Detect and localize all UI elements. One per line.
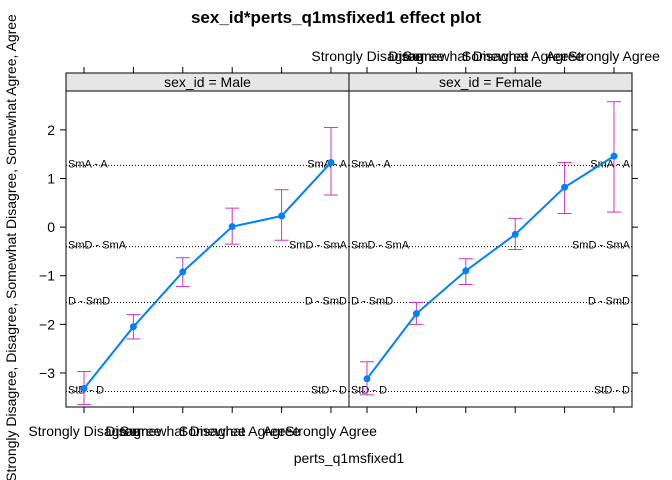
x-tick-label: Somewhat Disagree xyxy=(403,48,529,64)
x-tick-label: Somewhat Agree xyxy=(462,48,569,64)
data-point xyxy=(511,230,519,238)
threshold-label: SmA - A xyxy=(351,158,391,170)
data-point xyxy=(129,323,137,331)
threshold-label: D - SmD xyxy=(351,295,393,307)
data-point xyxy=(278,212,286,220)
x-axis-label: perts_q1msfixed1 xyxy=(294,450,405,466)
x-tick-label: Disagree xyxy=(105,423,161,439)
panel-strip-label: sex_id = Male xyxy=(164,74,251,90)
data-point xyxy=(462,267,470,275)
x-tick-label: Somewhat Disagree xyxy=(120,423,246,439)
data-point xyxy=(561,183,569,191)
x-tick-label: Disagree xyxy=(388,48,444,64)
threshold-label: SmD - SmA xyxy=(572,240,631,252)
panel-frame xyxy=(348,90,633,408)
threshold-label: SmD - SmA xyxy=(68,240,127,252)
data-point xyxy=(363,375,371,383)
y-tick-label: −1 xyxy=(39,268,55,284)
threshold-label: SmD - SmA xyxy=(351,240,410,252)
threshold-label: D - SmD xyxy=(588,295,630,307)
data-point xyxy=(327,158,335,166)
panel-strip-label: sex_id = Female xyxy=(439,74,542,90)
data-point xyxy=(412,310,420,318)
x-tick-label: Agree xyxy=(546,48,584,64)
y-tick-label: −3 xyxy=(39,365,55,381)
series-line xyxy=(366,155,615,380)
series-line xyxy=(83,161,332,390)
data-point xyxy=(179,268,187,276)
data-point xyxy=(228,223,236,231)
y-axis-label: Strongly Disagree, Disagree, Somewhat Di… xyxy=(3,14,19,480)
x-tick-label: Strongly Agree xyxy=(568,48,660,64)
x-tick-label: Strongly Disagree xyxy=(28,423,139,439)
threshold-label: D - SmD xyxy=(305,295,347,307)
y-tick-label: 1 xyxy=(47,171,55,187)
panel-male: sex_id = Male SmA - A SmA - A SmD - SmA SmD … xyxy=(65,67,350,413)
y-tick-label: −2 xyxy=(39,316,55,332)
threshold-label: SmD - SmA xyxy=(289,240,348,252)
chart-title: sex_id*perts_q1msfixed1 effect plot xyxy=(191,8,481,27)
data-point xyxy=(80,385,88,393)
x-tick-label: Somewhat Agree xyxy=(179,423,286,439)
threshold-label: StD - D xyxy=(311,384,347,396)
y-tick-label: 2 xyxy=(47,122,55,138)
threshold-label: StD - D xyxy=(594,384,630,396)
x-tick-label: Strongly Disagree xyxy=(311,48,422,64)
threshold-label: D - SmD xyxy=(68,295,110,307)
panel-female: sex_id = Female SmA - A SmA - A SmD - SmA Sm… xyxy=(348,67,633,413)
threshold-label: SmA - A xyxy=(590,158,630,170)
x-tick-label: Agree xyxy=(263,423,301,439)
y-tick-label: 0 xyxy=(47,219,55,235)
threshold-label: SmA - A xyxy=(307,158,347,170)
x-tick-label: Strongly Agree xyxy=(285,423,377,439)
threshold-label: StD - D xyxy=(351,384,387,396)
data-point xyxy=(610,152,618,160)
threshold-label: SmA - A xyxy=(68,158,108,170)
